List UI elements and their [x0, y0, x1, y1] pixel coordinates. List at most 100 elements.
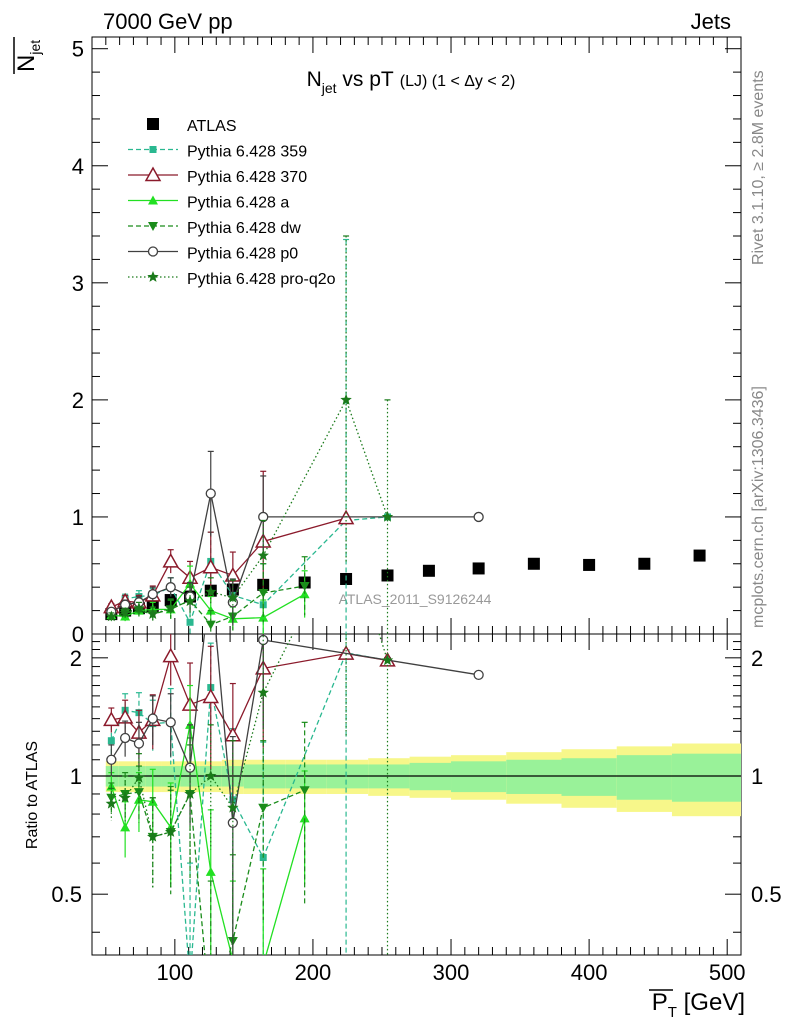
series-point: [257, 686, 269, 698]
ratio-series: [103, 634, 484, 1024]
x-axis-label: PT [GeV]: [652, 989, 745, 1021]
series-point: [202, 558, 220, 574]
mcplots-credit-label: mcplots.cern.ch [arXiv:1306.3436]: [750, 386, 767, 628]
legend-label: ATLAS: [187, 118, 237, 135]
series-line: [111, 493, 479, 613]
main-series-pq2o: [105, 235, 394, 634]
series-point: [206, 1015, 216, 1024]
series-point: [147, 589, 158, 600]
legend-marker: [147, 246, 159, 257]
rivet-version-label: Rivet 3.1.10, ≥ 2.8M events: [750, 70, 767, 265]
legend-marker: [148, 195, 158, 205]
atlas-data-point: [472, 562, 485, 575]
legend-label: Pythia 6.428 359: [187, 144, 307, 161]
series-line: [111, 582, 306, 620]
series-point: [340, 393, 352, 405]
ratio-axes: 0.5 0.5 1 1 2 2 100 200 300 400 500: [51, 634, 782, 985]
legend-entry: Pythia 6.428 359: [128, 144, 307, 161]
svg-text:mcplots.cern.ch [arXiv:1306.34: mcplots.cern.ch [arXiv:1306.3436]: [750, 386, 767, 628]
series-point: [147, 608, 159, 619]
ratio-y-tick-label-right: 2: [751, 646, 763, 671]
series-point: [165, 582, 176, 593]
series-point: [202, 688, 220, 704]
series-point: [381, 510, 394, 522]
series-point: [232, 954, 233, 955]
series-point: [107, 737, 115, 745]
ratio-series-pq2o: [105, 634, 394, 955]
series-point: [103, 711, 120, 727]
legend-label: Pythia 6.428 pro-q2o: [187, 271, 336, 288]
band-inner-bin: [561, 758, 617, 796]
main-y-tick-label: 5: [72, 37, 84, 62]
energy-label: 7000 GeV pp: [103, 9, 233, 34]
series-point: [205, 585, 217, 597]
series-point: [119, 732, 131, 744]
series-point: [299, 786, 310, 796]
x-tick-label: 300: [433, 960, 470, 985]
series-point: [105, 797, 118, 809]
series-line: [110, 652, 388, 955]
series-point: [133, 771, 145, 783]
main-series-p359: [107, 238, 392, 634]
legend-entry: Pythia 6.428 a: [128, 195, 289, 212]
process-label: Jets: [691, 9, 731, 34]
series-point: [299, 582, 310, 592]
main-y-tick-label: 0: [72, 622, 84, 647]
main-y-tick-label: 1: [72, 505, 84, 530]
x-tick-label: 400: [571, 960, 608, 985]
series-line: [110, 724, 306, 955]
main-series-ATLAS: [105, 549, 706, 621]
atlas-data-point: [693, 549, 706, 562]
series-point: [381, 654, 394, 666]
series-point: [258, 960, 268, 969]
series-point: [227, 591, 239, 603]
band-inner-bin: [451, 761, 507, 793]
atlas-data-point: [527, 557, 540, 570]
svg-text:Ratio to ATLAS: Ratio to ATLAS: [24, 741, 41, 849]
ratio-y-tick-label: 1: [70, 764, 82, 789]
legend: ATLAS Pythia 6.428 359 Pythia 6.428 370 Pyt…: [128, 118, 336, 288]
main-series: [103, 235, 706, 634]
legend-marker: [144, 166, 162, 182]
series-point: [147, 830, 159, 842]
band-inner-bin: [506, 759, 562, 794]
series-point: [473, 669, 484, 680]
plot-title: Njet vs pT (LJ) (1 < Δy < 2): [307, 68, 516, 96]
svg-text:Njet: Njet: [13, 40, 43, 72]
legend-label: Pythia 6.428 a: [187, 195, 289, 212]
band-inner-bin: [671, 753, 741, 802]
series-point: [205, 866, 216, 876]
ratio-y-axis-label: Ratio to ATLAS: [24, 741, 41, 849]
atlas-data-point: [422, 564, 435, 577]
series-point: [205, 488, 216, 499]
atlas-data-point: [583, 558, 596, 571]
series-point: [133, 602, 145, 614]
legend-marker: [148, 222, 158, 231]
ratio-y-tick-label-right: 0.5: [751, 882, 782, 907]
series-point: [119, 606, 131, 618]
atlas-data-point: [381, 569, 394, 582]
legend-label: Pythia 6.428 dw: [187, 220, 301, 237]
series-point: [258, 589, 269, 599]
ratio-y-tick-label: 0.5: [51, 882, 82, 907]
series-point: [106, 754, 117, 765]
series-point: [227, 801, 239, 813]
band-inner-bin: [616, 755, 672, 800]
legend-label: Pythia 6.428 370: [187, 169, 307, 186]
series-point: [119, 791, 131, 803]
series-point: [205, 770, 217, 781]
series-point: [184, 595, 196, 607]
series-point: [165, 717, 176, 728]
series-point: [205, 620, 216, 630]
series-point: [299, 813, 310, 823]
series-point: [165, 826, 177, 837]
series-point: [184, 762, 196, 773]
ratio-y-tick-label-right: 1: [751, 764, 763, 789]
series-point: [147, 713, 158, 724]
series-point: [227, 817, 238, 828]
series-line: [110, 634, 479, 823]
series-point: [473, 511, 484, 523]
svg-text:Rivet 3.1.10, ≥ 2.8M events: Rivet 3.1.10, ≥ 2.8M events: [750, 70, 767, 265]
legend-entry: Pythia 6.428 dw: [128, 220, 301, 237]
legend-entry: ATLAS: [147, 118, 237, 135]
